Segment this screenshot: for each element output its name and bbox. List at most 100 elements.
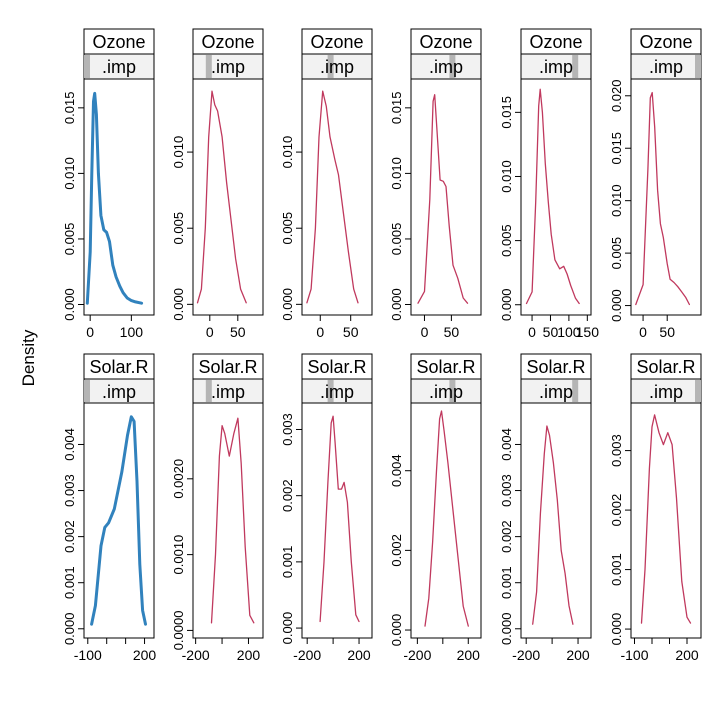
strip-top-box <box>301 28 373 55</box>
y-tick-label: 0.004 <box>499 428 514 461</box>
x-tick-label: 100 <box>557 324 581 340</box>
strip-top-box <box>83 28 155 55</box>
panel-frame <box>83 78 155 316</box>
y-tick-label: 0.015 <box>62 92 77 125</box>
panel-solar-r-4: Solar.R .imp 0.000 0.001 0.002 0.003 0.004 -200… <box>499 353 592 663</box>
imputed-density-line <box>424 410 469 627</box>
x-tick-label: 0 <box>528 324 536 340</box>
strip-imp-label: .imp <box>102 57 136 77</box>
y-tick-label: 0.002 <box>389 534 404 567</box>
y-tick-label: 0.000 <box>499 613 514 646</box>
y-tick-label: 0.002 <box>280 479 295 512</box>
strip-imp-level-bar <box>695 55 701 78</box>
panel-frame <box>410 402 482 639</box>
strip-imp-box <box>630 53 702 80</box>
strip-top-box <box>83 353 155 380</box>
y-tick-label: 0.000 <box>609 613 624 646</box>
strip-variable-label: Solar.R <box>416 357 475 377</box>
x-tick-label: 200 <box>675 647 699 663</box>
y-tick-label: 0.000 <box>499 288 514 321</box>
strip-imp-level-bar <box>695 380 701 402</box>
plot-root: Ozone .imp 0.000 0.005 0.010 0.015 0 100 Ozone .i… <box>62 28 702 663</box>
strip-variable-label: Solar.R <box>198 357 257 377</box>
y-tick-label: 0.001 <box>280 546 295 579</box>
y-tick-label: 0.003 <box>62 474 77 507</box>
y-tick-label: 0.000 <box>62 613 77 646</box>
strip-imp-level-bar <box>449 55 456 78</box>
x-tick-label: -200 <box>182 647 210 663</box>
y-tick-label: 0.000 <box>389 614 404 647</box>
strip-imp-box <box>520 53 592 80</box>
y-tick-label: 0.0010 <box>171 535 186 575</box>
strip-imp-level-bar <box>205 55 212 78</box>
y-tick-label: 0.001 <box>609 553 624 586</box>
y-tick-label: 0.010 <box>171 136 186 169</box>
strip-imp-level-bar <box>205 380 212 402</box>
panel-frame <box>83 402 155 639</box>
panel-ozone-0: Ozone .imp 0.000 0.005 0.010 0.015 0 100 <box>62 28 155 340</box>
x-tick-label: 200 <box>237 647 261 663</box>
y-tick-label: 0.005 <box>499 224 514 257</box>
y-tick-label: 0.005 <box>280 212 295 245</box>
strip-imp-level-bar <box>84 380 90 402</box>
strip-imp-label: .imp <box>649 382 683 402</box>
strip-imp-level-bar <box>572 55 579 78</box>
x-tick-label: 0 <box>421 324 429 340</box>
y-tick-label: 0.002 <box>609 494 624 527</box>
observed-density-line <box>85 91 144 305</box>
strip-variable-label: Solar.R <box>636 357 695 377</box>
panel-frame <box>301 402 373 639</box>
imputed-density-line <box>640 414 692 624</box>
panel-frame <box>520 402 592 639</box>
y-tick-label: 0.005 <box>171 212 186 245</box>
y-tick-label: 0.000 <box>389 288 404 321</box>
panel-frame <box>301 78 373 316</box>
strip-imp-label: .imp <box>649 57 683 77</box>
imputed-density-line <box>196 90 247 304</box>
x-tick-label: -100 <box>620 647 648 663</box>
panel-solar-r-5: Solar.R .imp 0.000 0.001 0.002 0.003 -100 200 <box>609 353 702 663</box>
strip-imp-label: .imp <box>429 57 463 77</box>
x-tick-label: 50 <box>659 324 675 340</box>
strip-imp-level-bar <box>572 380 579 402</box>
x-tick-label: 200 <box>347 647 371 663</box>
x-tick-label: 50 <box>230 324 246 340</box>
x-tick-label: 150 <box>576 324 600 340</box>
panel-solar-r-2: Solar.R .imp 0.000 0.001 0.002 0.003 -200 200 <box>280 353 373 663</box>
strip-top-box <box>630 28 702 55</box>
y-tick-label: 0.000 <box>280 288 295 321</box>
x-tick-label: -200 <box>512 647 540 663</box>
strip-imp-box <box>301 378 373 404</box>
x-tick-label: -200 <box>403 647 431 663</box>
x-tick-label: 50 <box>543 324 559 340</box>
strip-top-box <box>192 353 264 380</box>
y-tick-label: 0.002 <box>499 520 514 553</box>
y-tick-label: 0.010 <box>609 184 624 217</box>
x-tick-label: 0 <box>316 324 324 340</box>
x-tick-label: -100 <box>74 647 102 663</box>
y-tick-label: 0.010 <box>389 157 404 190</box>
strip-imp-box <box>192 378 264 404</box>
strip-variable-label: Solar.R <box>526 357 585 377</box>
strip-imp-label: .imp <box>211 382 245 402</box>
panel-ozone-3: Ozone .imp 0.000 0.005 0.010 0.015 0 50 <box>389 28 482 340</box>
y-tick-label: 0.003 <box>280 413 295 446</box>
imputed-density-line <box>417 94 469 304</box>
panel-frame <box>520 78 592 316</box>
strip-imp-box <box>301 53 373 80</box>
strip-variable-label: Ozone <box>419 32 472 52</box>
y-tick-label: 0.005 <box>62 223 77 256</box>
x-tick-label: 200 <box>566 647 590 663</box>
strip-imp-label: .imp <box>102 382 136 402</box>
y-tick-label: 0.003 <box>609 434 624 467</box>
strip-variable-label: Ozone <box>310 32 363 52</box>
strip-variable-label: Ozone <box>639 32 692 52</box>
panel-frame <box>192 78 264 316</box>
x-tick-label: 0 <box>639 324 647 340</box>
x-tick-label: 50 <box>444 324 460 340</box>
observed-density-line <box>90 415 147 626</box>
y-tick-label: 0.005 <box>609 237 624 270</box>
y-tick-label: 0.0020 <box>171 459 186 499</box>
